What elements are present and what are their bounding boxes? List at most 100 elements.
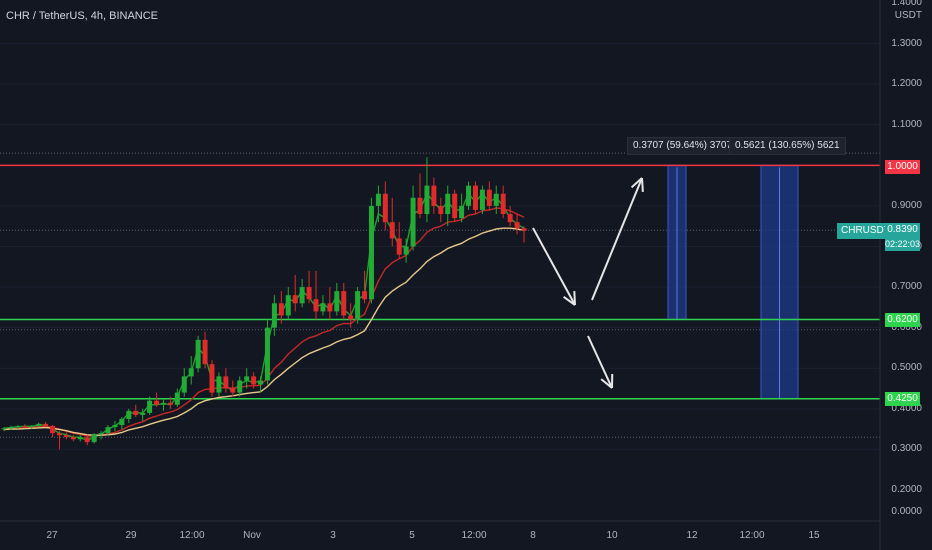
candle-body	[507, 214, 513, 223]
candles	[1, 157, 527, 450]
candle	[292, 274, 298, 312]
candle-body	[382, 193, 388, 223]
candle	[43, 421, 49, 428]
candle-body	[174, 392, 180, 405]
candle	[140, 408, 146, 422]
candle	[445, 185, 451, 227]
price-axis-label: 1.4000	[891, 0, 922, 8]
candle	[424, 157, 430, 223]
measurement-label-1: 0.3707 (59.64%) 3707	[627, 137, 738, 155]
candle	[452, 189, 458, 223]
candle-body	[112, 425, 118, 428]
candle	[472, 181, 478, 215]
candle-body	[355, 291, 361, 320]
candle	[63, 432, 69, 440]
candle-body	[195, 339, 201, 369]
candle-body	[389, 222, 395, 239]
candle-body	[320, 303, 326, 312]
price-axis-label: 0.5000	[891, 362, 922, 374]
candle	[278, 291, 284, 324]
candle	[133, 404, 139, 417]
candle-body	[126, 410, 132, 419]
price-axis-label: 1.2000	[891, 78, 922, 90]
candle-body	[417, 197, 423, 215]
candle-body	[278, 303, 284, 316]
candle	[223, 368, 229, 393]
candle	[154, 392, 160, 407]
measure-zones	[667, 164, 799, 400]
price-axis-label: 0.3000	[891, 443, 922, 455]
candle-body	[77, 437, 83, 440]
support-2-price-tag: 0.4250	[885, 392, 920, 406]
candle-body	[43, 423, 49, 426]
candle	[431, 177, 437, 215]
candle-body	[50, 425, 56, 434]
candle-body	[216, 376, 222, 393]
candle-body	[438, 205, 444, 215]
candle	[56, 431, 62, 450]
candle	[8, 425, 14, 430]
candle	[244, 368, 250, 389]
candle-body	[105, 427, 111, 434]
candle-body	[56, 433, 62, 436]
candle	[493, 185, 499, 215]
candle-body	[424, 185, 430, 215]
candle	[105, 425, 111, 436]
price-axis-label: 1.3000	[891, 37, 922, 49]
candle	[264, 319, 270, 385]
candle	[327, 287, 333, 320]
time-axis-label: 10	[606, 530, 618, 541]
chart-title: CHR / TetherUS, 4h, BINANCE	[6, 10, 159, 22]
candle-body	[479, 189, 485, 210]
candle	[320, 295, 326, 316]
candle	[174, 388, 180, 407]
ma-mid-line	[3, 227, 525, 436]
price-axis-label: 1.1000	[891, 118, 922, 130]
candle	[313, 270, 319, 320]
candle	[70, 434, 76, 442]
candle-body	[181, 376, 187, 393]
candle	[306, 270, 312, 304]
candle-body	[459, 205, 465, 219]
candle-body	[271, 303, 277, 328]
price-axis-label: 0.9000	[891, 199, 922, 211]
candle-body	[431, 185, 437, 206]
candle-body	[472, 185, 478, 210]
candle	[410, 185, 416, 251]
candle	[188, 356, 194, 385]
time-axis-label: 12:00	[179, 530, 205, 541]
candle	[355, 287, 361, 324]
candle	[507, 205, 513, 227]
candle	[15, 425, 21, 430]
candle-body	[313, 299, 319, 312]
candle	[500, 185, 506, 219]
candle	[29, 425, 35, 430]
price-axis-label: 0.0000	[891, 506, 922, 517]
time-axis-label: Nov	[243, 530, 261, 541]
candle-body	[368, 205, 374, 300]
time-axis-label: 5	[409, 530, 415, 541]
time-axis-label: 3	[330, 530, 336, 541]
candle-body	[98, 433, 104, 435]
candle-body	[202, 339, 208, 365]
candle	[341, 283, 347, 320]
candle-body	[147, 400, 153, 413]
candle	[209, 360, 215, 397]
candle-body	[403, 246, 409, 255]
candle	[77, 435, 83, 442]
candle-body	[396, 238, 402, 255]
candle	[202, 331, 208, 369]
candle-body	[493, 193, 499, 206]
time-axis-label: 15	[808, 530, 820, 541]
candle-body	[285, 295, 291, 316]
candle	[181, 368, 187, 397]
measurement-label-2: 0.5621 (130.65%) 5621	[729, 137, 846, 155]
countdown-tag: 02:22:03	[885, 237, 921, 251]
candle	[251, 372, 257, 389]
moving-averages	[3, 192, 525, 442]
horizontal-levels	[0, 164, 880, 400]
candle-body	[445, 193, 451, 215]
candle	[299, 278, 305, 308]
